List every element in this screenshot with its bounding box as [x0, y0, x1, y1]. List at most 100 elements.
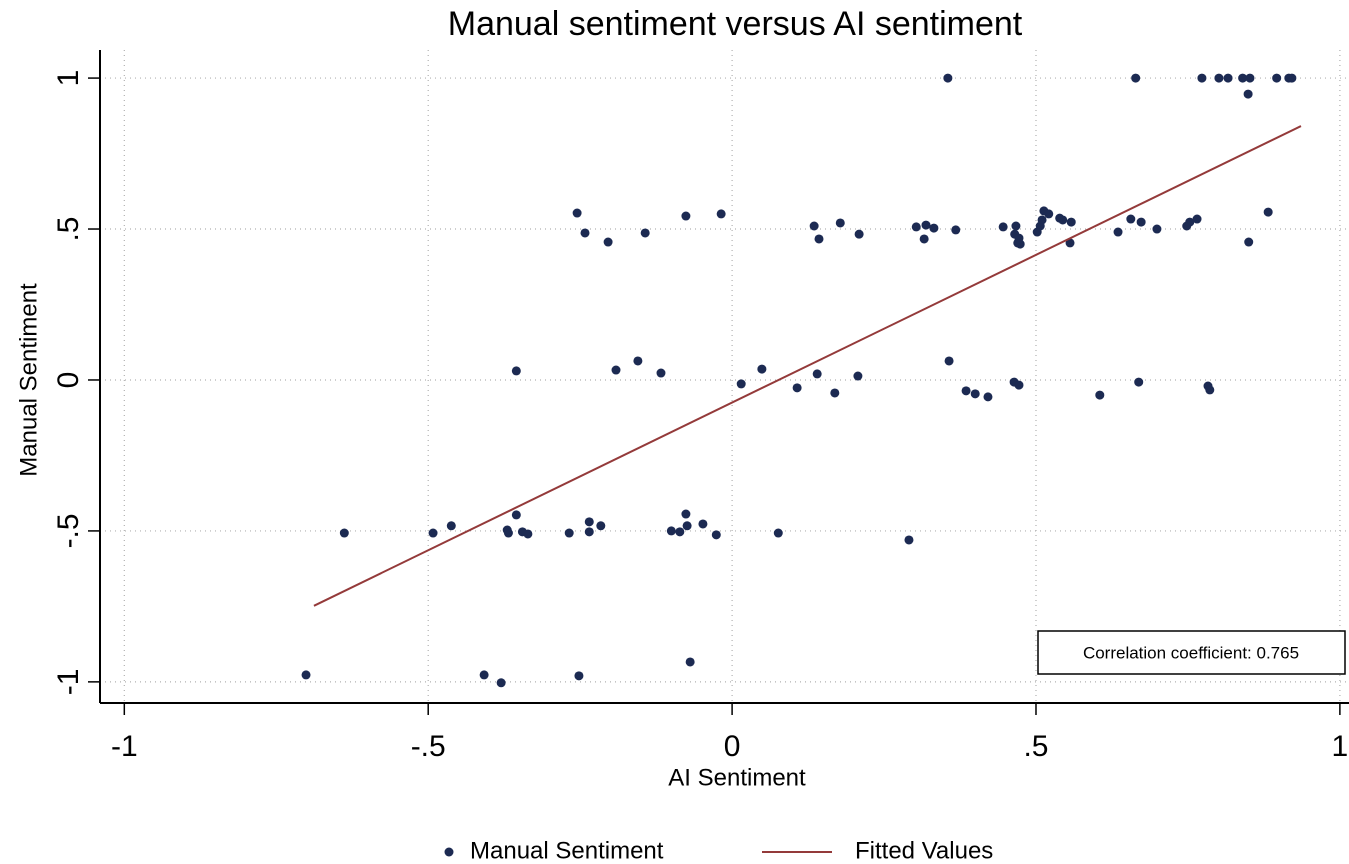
point [596, 521, 606, 531]
point [854, 229, 864, 239]
point [983, 392, 993, 402]
point [1205, 385, 1215, 395]
point [812, 369, 822, 379]
point [711, 530, 721, 540]
x-tick-label: .5 [1023, 730, 1048, 763]
point [682, 521, 692, 531]
legend-marker [444, 847, 454, 857]
chart-title: Manual sentiment versus AI sentiment [448, 5, 1023, 43]
point [792, 383, 802, 393]
point [1223, 73, 1233, 83]
point [1014, 380, 1024, 390]
annotation: Correlation coefficient: 0.765 [1083, 643, 1299, 662]
point [911, 222, 921, 232]
annotation-box [1037, 630, 1346, 675]
legend-label: Manual Sentiment [470, 837, 664, 864]
point [1134, 377, 1144, 387]
x-tick-label: 1 [1332, 730, 1349, 763]
point [611, 365, 621, 375]
point [1126, 214, 1136, 224]
point [428, 528, 438, 538]
point [479, 670, 489, 680]
point [835, 218, 845, 228]
point [1185, 217, 1195, 227]
point [503, 528, 513, 538]
point [446, 521, 456, 531]
point [698, 519, 708, 529]
point [584, 527, 594, 537]
point [496, 678, 506, 688]
point [1015, 239, 1025, 249]
point [921, 220, 931, 230]
point [681, 509, 691, 519]
y-tick-label: -.5 [52, 513, 85, 548]
point [814, 234, 824, 244]
point [640, 228, 650, 238]
point [685, 657, 695, 667]
point [580, 228, 590, 238]
point [675, 527, 685, 537]
point [564, 528, 574, 538]
point [998, 222, 1008, 232]
point [339, 528, 349, 538]
y-tick-label: 1 [52, 70, 85, 87]
point [943, 73, 953, 83]
point [951, 225, 961, 235]
x-tick-label: -1 [111, 730, 138, 763]
fitted-line [313, 125, 1302, 607]
point [572, 208, 582, 218]
y-tick-label: .5 [52, 217, 85, 242]
point [1238, 73, 1248, 83]
point [1272, 73, 1282, 83]
y-axis-label: Manual Sentiment [15, 283, 42, 477]
point [1131, 73, 1141, 83]
point [1244, 237, 1254, 247]
point [961, 386, 971, 396]
point [736, 379, 746, 389]
point [919, 234, 929, 244]
point [1197, 73, 1207, 83]
y-tick-label: -1 [52, 669, 85, 696]
point [1136, 217, 1146, 227]
point [1011, 221, 1021, 231]
point [1192, 214, 1202, 224]
point [1113, 227, 1123, 237]
point [1152, 224, 1162, 234]
point [757, 364, 767, 374]
point [1263, 207, 1273, 217]
point [1044, 209, 1054, 219]
point [970, 389, 980, 399]
point [1066, 217, 1076, 227]
point [633, 356, 643, 366]
point [1065, 238, 1075, 248]
point [511, 510, 521, 520]
point [656, 368, 666, 378]
point [1287, 73, 1297, 83]
point [1037, 215, 1047, 225]
point [809, 221, 819, 231]
x-axis-label: AI Sentiment [668, 764, 806, 791]
point [1058, 215, 1068, 225]
x-tick-label: -.5 [411, 730, 446, 763]
y-tick-label: 0 [52, 372, 85, 389]
legend-label: Fitted Values [855, 837, 993, 864]
point [929, 223, 939, 233]
point [301, 670, 311, 680]
point [523, 529, 533, 539]
point [773, 528, 783, 538]
point [904, 535, 914, 545]
point [944, 356, 954, 366]
point [1245, 73, 1255, 83]
point [1243, 89, 1253, 99]
point [511, 366, 521, 376]
point [830, 388, 840, 398]
point [1095, 390, 1105, 400]
point [584, 517, 594, 527]
x-tick-label: 0 [724, 730, 741, 763]
point [574, 671, 584, 681]
point [603, 237, 613, 247]
point [681, 211, 691, 221]
point [666, 526, 676, 536]
point [853, 371, 863, 381]
